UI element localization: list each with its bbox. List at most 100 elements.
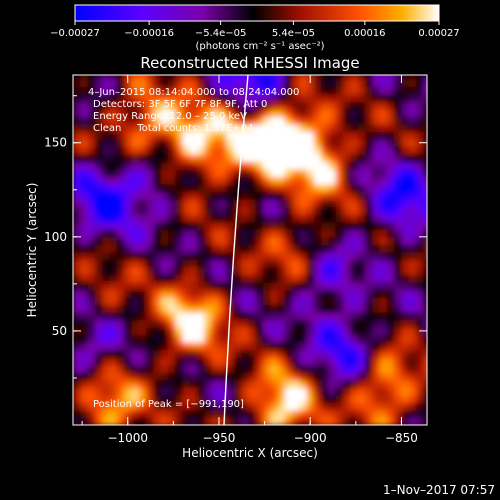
heatmap-cell [233, 282, 242, 291]
heatmap-cell [299, 101, 308, 110]
footer-date: 1–Nov–2017 07:57 [383, 483, 495, 497]
heatmap-cell [153, 214, 162, 223]
heatmap-cell [124, 304, 132, 313]
heatmap-cell [146, 334, 154, 343]
heatmap-cell [379, 364, 388, 373]
heatmap-cell [240, 244, 249, 253]
heatmap-cell [109, 86, 118, 95]
heatmap-cell [204, 236, 213, 245]
heatmap-cell [306, 266, 315, 275]
heatmap-cell [408, 319, 417, 328]
heatmap-cell [343, 297, 351, 306]
heatmap-cell [138, 334, 147, 343]
heatmap-cell [73, 78, 81, 87]
heatmap-cell [211, 191, 220, 200]
heatmap-cell [131, 349, 140, 358]
heatmap-cell [270, 402, 278, 411]
heatmap-cell [328, 214, 337, 223]
heatmap-cell [321, 312, 330, 321]
heatmap-cell [270, 319, 278, 328]
heatmap-cell [416, 349, 424, 358]
heatmap-cell [167, 372, 176, 381]
heatmap-cell [262, 357, 271, 366]
heatmap-cell [73, 116, 81, 125]
heatmap-cell [423, 357, 427, 366]
heatmap-cell [197, 214, 205, 223]
heatmap-cell [365, 244, 373, 253]
heatmap-cell [116, 221, 125, 230]
heatmap-cell [175, 75, 184, 80]
heatmap-cell [248, 123, 257, 132]
heatmap-cell [116, 282, 125, 291]
heatmap-cell [131, 75, 140, 80]
heatmap-cell [335, 297, 344, 306]
heatmap-cells [73, 75, 427, 425]
heatmap-cell [102, 289, 111, 298]
heatmap-cell [167, 349, 176, 358]
heatmap-cell [365, 101, 373, 110]
heatmap-cell [219, 282, 227, 291]
heatmap-cell [357, 266, 366, 275]
heatmap-cell [401, 108, 410, 117]
heatmap-cell [284, 327, 293, 336]
heatmap-cell [277, 86, 286, 95]
heatmap-cell [386, 93, 395, 102]
heatmap-cell [270, 259, 278, 268]
heatmap-cell [372, 78, 381, 87]
heatmap-cell [350, 86, 359, 95]
heatmap-cell [394, 191, 403, 200]
heatmap-cell [284, 101, 293, 110]
colorbar-ticks: −0.00027 −0.00016 −5.4e−05 5.4e−05 0.00016 0.… [50, 21, 460, 39]
heatmap-cell [204, 199, 213, 208]
heatmap-cell [146, 221, 154, 230]
heatmap-cell [204, 342, 213, 351]
heatmap-cell [182, 221, 191, 230]
heatmap-cell [321, 214, 330, 223]
heatmap-cell [73, 274, 81, 283]
heatmap-cell [401, 289, 410, 298]
heatmap-cell [219, 357, 227, 366]
heatmap-cell [262, 379, 271, 388]
heatmap-cell [182, 297, 191, 306]
heatmap-cell [182, 417, 191, 425]
heatmap-cell [328, 131, 337, 140]
heatmap-cell [284, 206, 293, 215]
x-tick-label: −850 [385, 431, 418, 445]
heatmap-cell [350, 259, 359, 268]
heatmap-cell [160, 93, 169, 102]
heatmap-cell [343, 409, 351, 418]
colorbar-tick-label: 0.00027 [418, 28, 459, 39]
heatmap-cell [416, 93, 424, 102]
heatmap-cell [124, 402, 132, 411]
heatmap-cell [335, 334, 344, 343]
heatmap-cell [328, 304, 337, 313]
heatmap-cell [416, 131, 424, 140]
heatmap-cell [116, 78, 125, 87]
heatmap-cell [277, 402, 286, 411]
heatmap-cell [116, 161, 125, 170]
heatmap-cell [248, 199, 257, 208]
heatmap-cell [87, 161, 96, 170]
heatmap-cell [189, 93, 198, 102]
heatmap-cell [131, 101, 140, 110]
heatmap-cell [416, 75, 424, 80]
heatmap-cell [131, 417, 140, 425]
heatmap-cell [328, 349, 337, 358]
heatmap-cell [73, 161, 81, 170]
heatmap-cell [255, 349, 264, 358]
heatmap-cell [292, 101, 300, 110]
heatmap-cell [240, 116, 249, 125]
heatmap-cell [226, 75, 235, 80]
heatmap-cell [379, 319, 388, 328]
heatmap-cell [204, 282, 213, 291]
heatmap-cell [313, 78, 322, 87]
heatmap-cell [226, 266, 235, 275]
annotation-detectors: Detectors: 3F 5F 6F 7F 8F 9F, Att 0 [93, 99, 267, 110]
heatmap-cell [189, 199, 198, 208]
heatmap-cell [102, 184, 111, 193]
heatmap-cell [116, 146, 125, 155]
heatmap-cell [386, 364, 395, 373]
heatmap-cell [167, 259, 176, 268]
heatmap-cell [365, 312, 373, 321]
heatmap-cell [109, 123, 118, 132]
